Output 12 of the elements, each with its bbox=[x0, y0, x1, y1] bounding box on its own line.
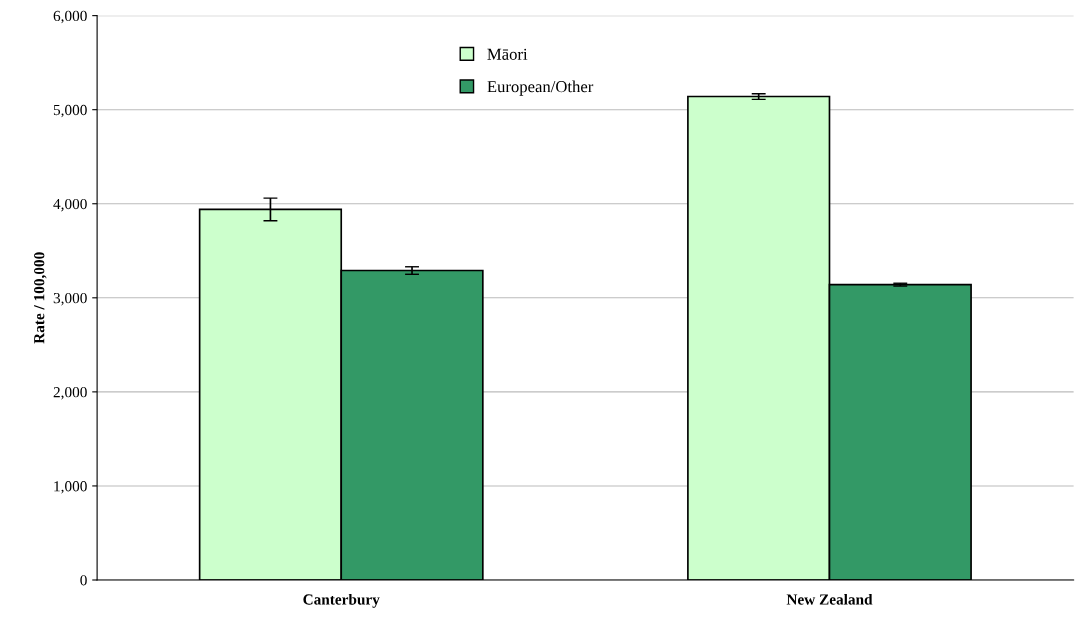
legend-label: Māori bbox=[487, 48, 528, 60]
y-tick-label: 2,000 bbox=[53, 387, 87, 400]
y-tick-label: 5,000 bbox=[53, 104, 87, 118]
legend-label: European/Other bbox=[487, 80, 594, 96]
y-axis-title: Rate / 100,000 bbox=[34, 252, 47, 344]
y-tick-label: 4,000 bbox=[53, 198, 87, 212]
y-tick-label: 0 bbox=[80, 575, 87, 586]
y-tick-label: 1,000 bbox=[54, 481, 87, 494]
y-tick-label: 3,000 bbox=[53, 292, 87, 306]
x-tick-label: New Zealand bbox=[786, 593, 873, 605]
y-tick-label: 6,000 bbox=[53, 10, 87, 24]
x-tick-label: Canterbury bbox=[303, 593, 380, 608]
